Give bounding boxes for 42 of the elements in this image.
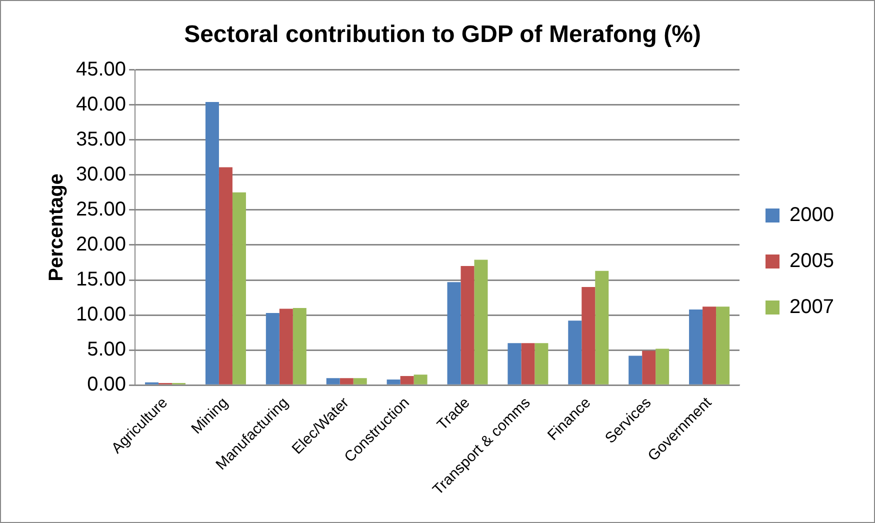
bar [414,374,428,384]
legend-label: 2005 [790,250,834,272]
bar [474,260,488,384]
bar [716,306,730,384]
y-tick-label: 35.00 [76,128,126,150]
bar [460,266,474,384]
bar [266,312,280,384]
bar [353,378,367,384]
y-tick-label: 45.00 [76,58,126,80]
bar [534,343,548,384]
bar [218,167,232,384]
bar [689,309,703,384]
y-tick-label: 0.00 [87,374,126,396]
legend-label: 2000 [790,204,834,226]
y-tick-label: 5.00 [87,338,126,361]
bar [508,343,522,384]
bar [340,378,354,384]
bar [386,380,400,384]
bar [279,308,293,384]
legend-label: 2007 [790,296,834,318]
bar [232,192,246,384]
bar [292,308,306,384]
bar [702,306,716,384]
y-tick-label: 40.00 [76,93,126,116]
bar [595,270,609,384]
bar [400,376,414,384]
y-axis-title: Percentage [46,174,68,282]
bar [582,287,596,384]
y-tick-label: 10.00 [76,304,126,326]
bar [205,102,219,384]
y-tick-label: 15.00 [76,268,126,291]
y-tick-label: 30.00 [76,163,126,186]
bar [642,350,656,384]
bar [326,378,340,384]
bar [656,348,670,384]
bar [628,356,642,384]
bar [568,320,582,384]
y-tick-label: 20.00 [76,234,126,256]
bar [447,282,461,384]
y-tick-label: 25.00 [76,198,126,220]
bar [521,343,535,384]
chart-title: Sectoral contribution to GDP of Merafong (%) [184,21,701,48]
